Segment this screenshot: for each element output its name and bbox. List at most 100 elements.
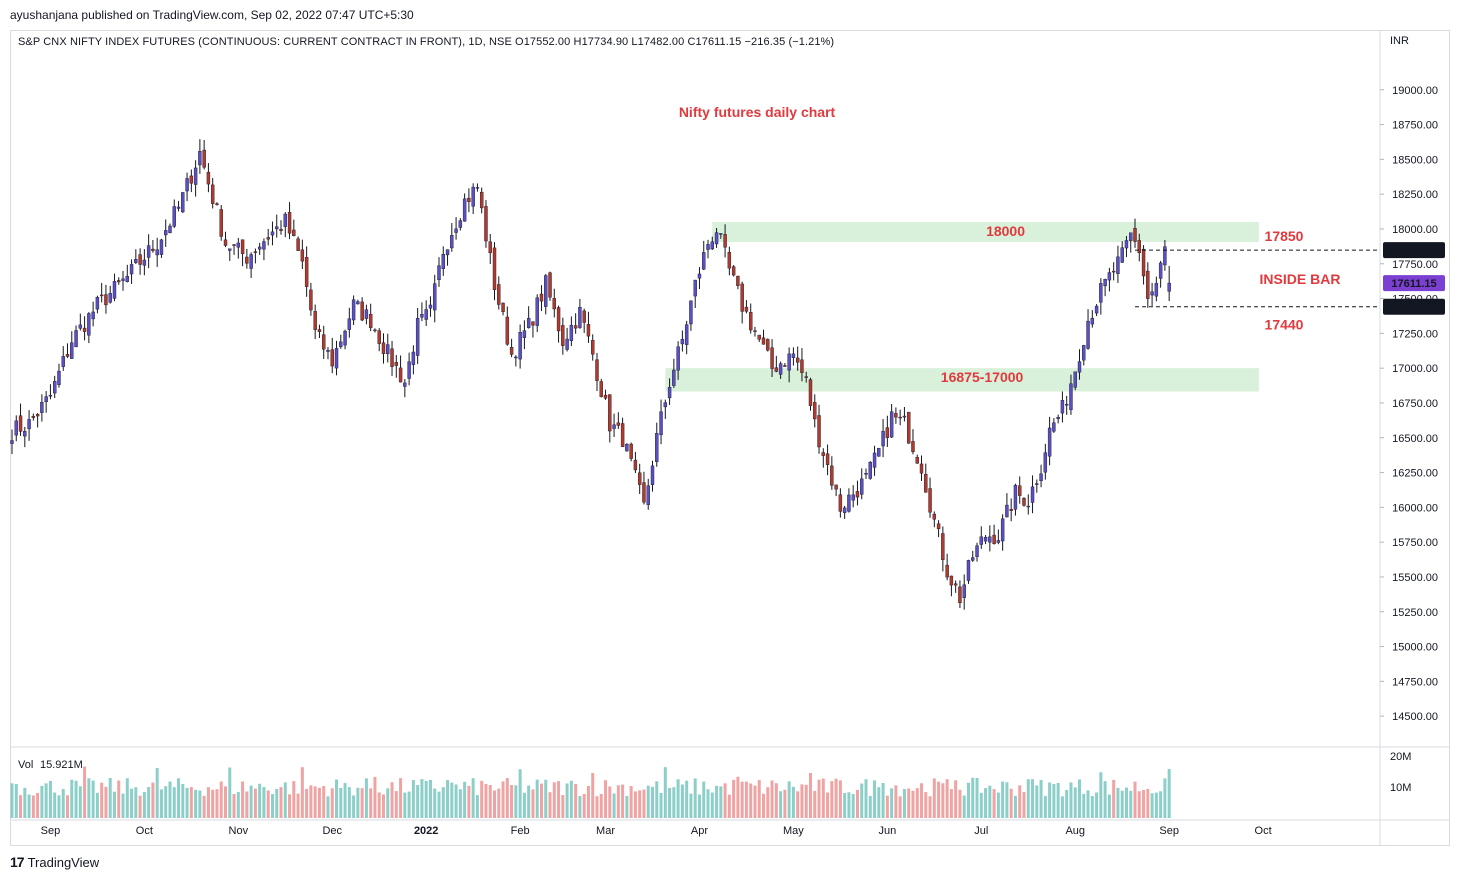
volume-bar — [693, 778, 697, 818]
candle-body — [1060, 400, 1065, 414]
volume-bar — [629, 786, 633, 818]
candle-body — [10, 440, 14, 444]
volume-bar — [736, 776, 740, 818]
volume-legend-value: 15.921M — [40, 759, 83, 771]
price-tick-label: 14750.00 — [1392, 676, 1438, 688]
candle-body — [1069, 383, 1073, 411]
candle-body — [825, 453, 830, 465]
price-tick-label: 15250.00 — [1392, 607, 1438, 619]
volume-bar — [155, 767, 159, 818]
volume-bar — [744, 781, 748, 818]
candle-body — [18, 415, 23, 432]
volume-bar — [873, 780, 877, 818]
volume-bar — [552, 782, 556, 818]
candle-body — [842, 507, 847, 513]
candle-body — [270, 231, 275, 236]
time-axis-label: Apr — [691, 825, 708, 837]
candle-body — [334, 348, 339, 369]
volume-bar — [706, 789, 710, 818]
tradingview-logo[interactable]: 17 TradingView — [10, 854, 99, 870]
volume-bar — [1154, 792, 1158, 818]
candle-body — [778, 363, 783, 375]
price-tick-label: 16500.00 — [1392, 433, 1438, 445]
volume-bar — [608, 786, 612, 818]
volume-bar — [642, 789, 646, 818]
candle-body — [872, 452, 877, 468]
volume-bar — [138, 795, 142, 818]
volume-bar — [1150, 793, 1154, 818]
candle-body — [236, 242, 241, 248]
volume-bar — [663, 767, 667, 818]
volume-bar — [211, 789, 215, 818]
volume-bar — [962, 795, 966, 818]
volume-bar — [185, 787, 189, 818]
candle-body — [296, 238, 300, 251]
candle-body — [313, 311, 317, 330]
volume-bar — [339, 787, 343, 818]
candle-body — [979, 536, 983, 545]
volume-bar — [454, 784, 458, 818]
candle-body — [740, 283, 744, 312]
volume-bar — [279, 787, 283, 818]
volume-bar — [411, 780, 415, 818]
candle-body — [684, 324, 689, 345]
volume-bar — [625, 796, 629, 818]
volume-bar — [164, 786, 168, 818]
volume-bar — [14, 784, 18, 818]
volume-bar — [595, 796, 599, 818]
volume-bar — [450, 782, 454, 818]
candle-body — [99, 294, 104, 297]
candle-body — [403, 382, 407, 387]
volume-bar — [1163, 778, 1167, 818]
publisher-line: ayushanjana published on TradingView.com… — [10, 8, 414, 22]
volume-bar — [685, 780, 689, 818]
candle-body — [936, 523, 941, 530]
volume-bar — [330, 788, 334, 818]
volume-bar — [1069, 782, 1073, 818]
candle-body — [539, 293, 544, 302]
volume-bar — [31, 795, 35, 818]
volume-bar — [847, 792, 851, 818]
volume-bar — [352, 795, 356, 818]
volume-bar — [458, 789, 462, 818]
volume-bar — [407, 791, 411, 818]
candle-body — [983, 537, 988, 542]
volume-bar — [288, 794, 292, 818]
candle-body — [988, 536, 992, 543]
candle-body — [104, 294, 108, 306]
volume-bar — [95, 792, 99, 818]
candle-body — [1077, 361, 1082, 373]
volume-bar — [356, 787, 360, 818]
volume-bar — [10, 783, 14, 818]
volume-bar — [501, 781, 505, 818]
volume-bar — [971, 777, 975, 818]
candle-body — [1073, 371, 1077, 388]
candle-body — [373, 329, 377, 332]
candle-body — [35, 414, 40, 417]
volume-bar — [604, 780, 608, 818]
candle-body — [1133, 228, 1137, 242]
volume-bar — [518, 769, 522, 818]
volume-bar — [215, 789, 219, 818]
volume-bar — [125, 778, 129, 818]
volume-bar — [514, 785, 518, 818]
candle-body — [441, 254, 445, 269]
time-axis-label: Sep — [1159, 825, 1179, 837]
volume-bar — [245, 791, 249, 818]
volume-bar — [565, 783, 569, 818]
volume-bar — [275, 788, 279, 818]
volume-bar — [621, 784, 625, 818]
candle-body — [800, 359, 804, 373]
volume-bar — [1009, 788, 1013, 818]
candle-body — [864, 473, 868, 475]
symbol-ohlc-legend[interactable]: S&P CNX NIFTY INDEX FUTURES (CONTINUOUS:… — [18, 36, 835, 48]
volume-bar — [266, 790, 270, 818]
candle-body — [915, 457, 919, 464]
candle-body — [924, 474, 928, 493]
volume-bar — [1001, 781, 1005, 818]
volume-bar — [928, 796, 932, 818]
volume-bar — [44, 783, 48, 818]
candle-body — [591, 340, 595, 355]
volume-bar — [394, 791, 398, 818]
